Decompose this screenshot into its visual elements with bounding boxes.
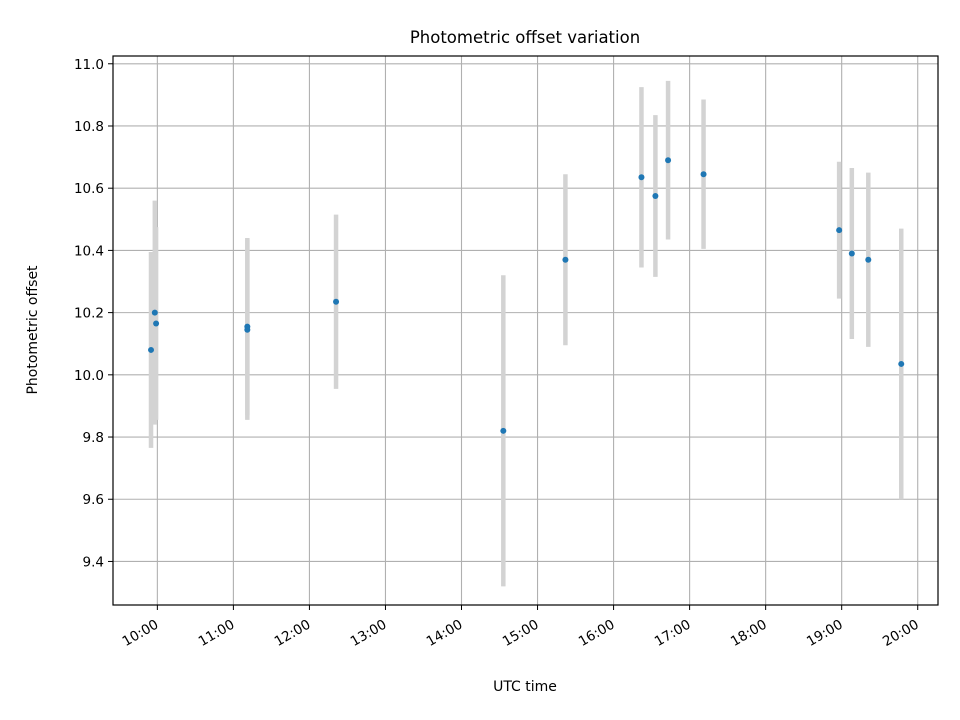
data-point xyxy=(244,326,251,333)
data-point xyxy=(148,346,155,353)
data-point xyxy=(700,171,707,178)
data-point xyxy=(836,227,843,234)
y-axis-label: Photometric offset xyxy=(25,265,41,395)
data-point xyxy=(500,427,507,434)
y-tick-label: 10.2 xyxy=(74,306,104,322)
data-points xyxy=(148,157,905,434)
grid xyxy=(113,56,938,605)
x-axis-label: UTC time xyxy=(493,679,557,695)
y-tick-label: 9.4 xyxy=(83,554,104,570)
y-tick-label: 9.8 xyxy=(83,430,104,446)
y-axis-ticks: 9.4 9.6 9.8 10.0 10.2 10.4 10.6 10.8 11.0 xyxy=(74,57,113,570)
data-point xyxy=(665,157,672,164)
data-point xyxy=(153,320,160,327)
y-tick-label: 11.0 xyxy=(74,57,104,73)
data-point xyxy=(865,256,872,263)
y-tick-label: 10.4 xyxy=(74,243,104,259)
data-point xyxy=(652,192,659,199)
data-point xyxy=(848,250,855,257)
y-tick-label: 10.0 xyxy=(74,368,104,384)
plot-frame xyxy=(112,55,939,606)
data-point xyxy=(638,174,645,181)
y-tick-label: 10.6 xyxy=(74,181,104,197)
chart-title: Photometric offset variation xyxy=(410,28,640,47)
data-point xyxy=(898,360,905,367)
data-point xyxy=(562,256,569,263)
y-tick-label: 10.8 xyxy=(74,119,104,135)
data-point xyxy=(333,298,340,305)
data-point xyxy=(151,309,158,316)
y-tick-label: 9.6 xyxy=(83,492,104,508)
